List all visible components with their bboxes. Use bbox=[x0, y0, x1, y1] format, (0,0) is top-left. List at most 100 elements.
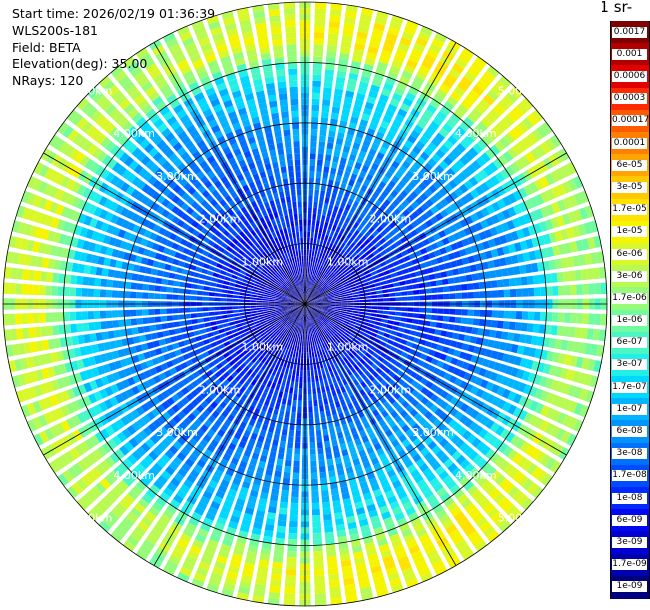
ray-gate bbox=[386, 130, 396, 139]
ray-gate bbox=[319, 252, 323, 259]
ray-gate bbox=[502, 445, 513, 457]
ray-gate bbox=[542, 337, 551, 348]
ray-gate bbox=[368, 382, 375, 390]
ray-gate bbox=[322, 209, 327, 216]
ray-gate bbox=[410, 550, 423, 560]
ray-gate bbox=[269, 420, 276, 428]
ray-gate bbox=[312, 393, 317, 401]
ray-gate bbox=[367, 390, 375, 399]
ray-gate bbox=[327, 567, 339, 575]
ray-gate bbox=[254, 472, 263, 480]
ray-gate bbox=[358, 150, 367, 159]
ray-gate bbox=[309, 296, 315, 301]
ray-gate bbox=[335, 299, 342, 302]
ray-gate bbox=[315, 423, 321, 431]
ray-gate bbox=[450, 506, 462, 517]
ray-gate bbox=[446, 269, 454, 277]
ray-gate bbox=[523, 213, 533, 224]
ray-gate bbox=[471, 327, 479, 335]
ray-gate bbox=[459, 121, 470, 132]
ray-gate bbox=[269, 585, 281, 593]
ray-gate bbox=[446, 479, 457, 490]
ray-gate bbox=[343, 283, 350, 288]
ray-gate bbox=[323, 341, 328, 348]
ray-gate bbox=[355, 344, 363, 351]
ray-gate bbox=[544, 173, 555, 186]
ray-gate bbox=[308, 189, 314, 196]
ray-gate bbox=[393, 321, 400, 326]
ray-gate bbox=[419, 307, 426, 313]
ray-gate bbox=[356, 240, 363, 247]
ray-gate bbox=[573, 192, 584, 206]
ray-gate bbox=[227, 488, 238, 498]
ray-gate bbox=[345, 329, 352, 335]
ray-gate bbox=[284, 581, 296, 588]
ray-gate bbox=[491, 201, 501, 212]
ray-gate bbox=[231, 328, 238, 334]
ray-gate bbox=[377, 99, 387, 109]
ray-gate bbox=[320, 321, 326, 327]
ray-gate bbox=[416, 276, 424, 283]
ray-gate bbox=[318, 356, 322, 363]
ray-gate bbox=[340, 359, 346, 366]
ray-gate bbox=[514, 322, 522, 331]
ray-gate bbox=[310, 299, 317, 302]
ray-gate bbox=[303, 310, 305, 316]
ray-gate bbox=[375, 286, 383, 291]
ray-gate bbox=[437, 308, 444, 314]
ray-gate bbox=[447, 252, 456, 261]
ray-gate bbox=[326, 458, 334, 466]
ray-gate bbox=[371, 306, 378, 310]
ray-gate bbox=[326, 555, 337, 563]
ray-gate bbox=[467, 530, 480, 542]
ray-gate bbox=[556, 199, 567, 212]
ray-gate bbox=[499, 478, 511, 490]
ray-gate bbox=[438, 127, 449, 138]
ray-gate bbox=[464, 134, 475, 145]
ray-gate bbox=[348, 352, 355, 359]
ray-gate bbox=[458, 229, 467, 239]
ray-gate bbox=[354, 557, 366, 565]
ray-gate bbox=[515, 311, 523, 320]
ray-gate bbox=[307, 321, 310, 328]
ray-gate bbox=[347, 298, 354, 301]
ray-gate bbox=[550, 379, 560, 391]
ray-gate bbox=[499, 341, 507, 351]
ray-gate bbox=[317, 304, 324, 306]
ray-gate bbox=[405, 155, 415, 165]
ray-gate bbox=[330, 118, 338, 126]
ray-gate bbox=[262, 378, 268, 386]
ray-gate bbox=[394, 170, 404, 179]
ray-gate bbox=[405, 323, 412, 329]
ray-gate bbox=[362, 282, 369, 287]
ray-gate bbox=[318, 453, 325, 461]
ray-gate bbox=[486, 204, 496, 215]
ray-gate bbox=[322, 299, 329, 302]
ray-gate bbox=[309, 333, 312, 340]
ray-gate bbox=[335, 226, 341, 233]
ray-gate bbox=[457, 81, 469, 92]
ray-gate bbox=[386, 362, 395, 370]
ray-gate bbox=[345, 165, 353, 173]
ray-gate bbox=[283, 392, 288, 399]
ray-gate bbox=[345, 4, 358, 13]
ray-gate bbox=[485, 217, 495, 227]
ray-gate bbox=[220, 298, 227, 302]
ray-gate bbox=[596, 251, 605, 264]
ray-gate bbox=[382, 314, 389, 319]
ray-gate bbox=[360, 219, 367, 227]
ray-gate bbox=[235, 280, 243, 285]
ray-gate bbox=[143, 275, 151, 283]
ray-gate bbox=[221, 336, 229, 343]
ray-gate bbox=[523, 412, 534, 424]
ray-gate bbox=[397, 42, 410, 53]
ray-gate bbox=[453, 250, 461, 259]
ray-gate bbox=[46, 325, 54, 336]
ray-gate bbox=[336, 233, 342, 241]
ray-gate bbox=[342, 454, 351, 463]
ray-gate bbox=[100, 278, 108, 287]
ray-gate bbox=[406, 247, 414, 254]
ray-gate bbox=[281, 483, 290, 491]
ray-gate bbox=[142, 292, 149, 299]
ray-gate bbox=[148, 309, 155, 316]
